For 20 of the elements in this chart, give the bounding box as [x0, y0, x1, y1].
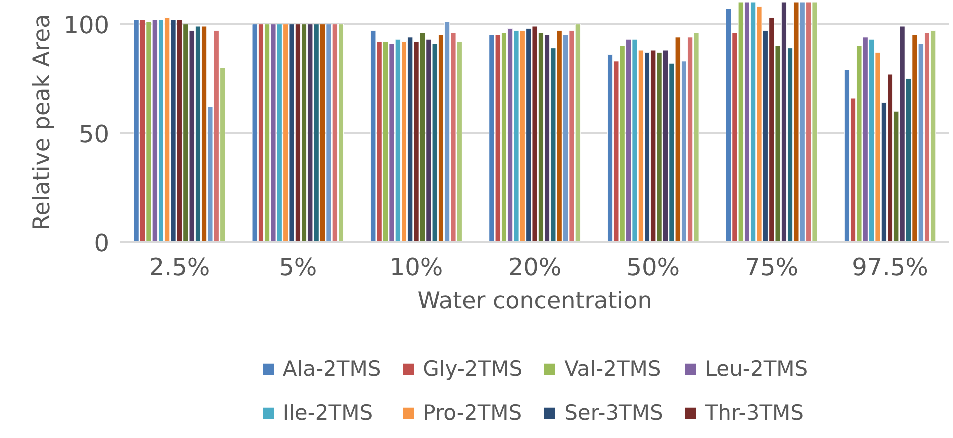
y-axis-title: Relative peak Area	[30, 14, 56, 231]
y-tick-label: 0	[94, 230, 110, 258]
legend-label: Gly-2TMS	[423, 357, 523, 381]
y-tick-label: 50	[78, 120, 110, 148]
legend-label: Val-2TMS	[564, 357, 662, 381]
x-tick-label: 50%	[626, 254, 680, 282]
legend-label: Ile-2TMS	[282, 401, 374, 425]
x-tick-label: 97.5%	[852, 254, 928, 282]
x-tick-label: 20%	[508, 254, 562, 282]
legend-label: Ser-3TMS	[564, 401, 664, 425]
x-tick-label: 10%	[390, 254, 444, 282]
x-tick-label: 75%	[745, 254, 799, 282]
legend-label: Ala-2TMS	[282, 357, 382, 381]
x-tick-label: 2.5%	[149, 254, 210, 282]
x-tick-label: 5%	[279, 254, 318, 282]
y-tick-label: 100	[64, 11, 110, 40]
legend-label: Thr-3TMS	[705, 401, 804, 425]
legend-label: Pro-2TMS	[423, 401, 522, 425]
x-axis-title: Water concentration	[418, 288, 652, 314]
legend-label: Leu-2TMS	[705, 357, 808, 381]
